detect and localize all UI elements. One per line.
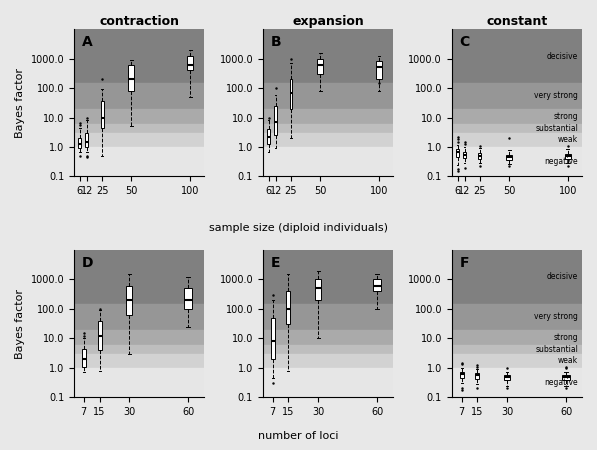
Text: number of loci: number of loci	[259, 431, 338, 441]
Bar	[74, 304, 204, 329]
Text: E: E	[270, 256, 280, 270]
Bar	[74, 147, 204, 176]
PathPatch shape	[463, 152, 466, 158]
PathPatch shape	[315, 279, 321, 300]
Bar	[263, 124, 393, 133]
Bar	[74, 83, 204, 108]
Bar	[452, 147, 582, 176]
Text: F: F	[460, 256, 469, 270]
Bar	[452, 354, 582, 368]
Bar	[452, 304, 582, 329]
Text: substantial: substantial	[536, 345, 578, 354]
PathPatch shape	[267, 129, 270, 144]
Text: strong: strong	[553, 333, 578, 342]
Text: very strong: very strong	[534, 312, 578, 321]
PathPatch shape	[270, 318, 275, 359]
Text: strong: strong	[553, 112, 578, 121]
Text: weak: weak	[558, 135, 578, 144]
Bar	[74, 250, 204, 304]
PathPatch shape	[373, 279, 381, 291]
Text: very strong: very strong	[534, 91, 578, 100]
Text: B: B	[270, 35, 281, 49]
PathPatch shape	[78, 138, 81, 148]
Text: A: A	[82, 35, 93, 49]
PathPatch shape	[97, 321, 101, 350]
PathPatch shape	[287, 291, 291, 324]
Bar	[263, 368, 393, 397]
Y-axis label: Bayes factor: Bayes factor	[15, 288, 25, 359]
Bar	[74, 124, 204, 133]
Bar	[452, 329, 582, 345]
Bar	[263, 147, 393, 176]
Bar	[452, 345, 582, 354]
Title: expansion: expansion	[292, 15, 364, 28]
Bar	[263, 250, 393, 304]
Text: C: C	[460, 35, 470, 49]
PathPatch shape	[456, 149, 459, 157]
PathPatch shape	[565, 154, 571, 159]
Bar	[263, 345, 393, 354]
Bar	[452, 133, 582, 147]
Bar	[74, 345, 204, 354]
Y-axis label: Bayes factor: Bayes factor	[15, 68, 25, 138]
Text: D: D	[82, 256, 93, 270]
Text: decisive: decisive	[547, 51, 578, 60]
Bar	[452, 250, 582, 304]
PathPatch shape	[318, 58, 323, 74]
PathPatch shape	[184, 288, 192, 309]
PathPatch shape	[506, 155, 512, 160]
Bar	[263, 83, 393, 108]
Bar	[263, 329, 393, 345]
PathPatch shape	[504, 375, 510, 380]
PathPatch shape	[128, 65, 134, 91]
PathPatch shape	[85, 133, 88, 147]
Text: substantial: substantial	[536, 124, 578, 133]
Bar	[263, 108, 393, 124]
Bar	[74, 354, 204, 368]
Bar	[452, 124, 582, 133]
Text: decisive: decisive	[547, 272, 578, 281]
Bar	[74, 29, 204, 83]
Bar	[74, 133, 204, 147]
PathPatch shape	[290, 79, 293, 108]
PathPatch shape	[460, 372, 463, 378]
Bar	[452, 83, 582, 108]
Text: negative: negative	[544, 378, 578, 387]
PathPatch shape	[562, 375, 570, 380]
Bar	[74, 329, 204, 345]
PathPatch shape	[187, 56, 193, 70]
Bar	[263, 133, 393, 147]
Text: sample size (diploid individuals): sample size (diploid individuals)	[209, 223, 388, 233]
PathPatch shape	[101, 102, 103, 128]
Title: contraction: contraction	[99, 15, 179, 28]
Text: weak: weak	[558, 356, 578, 365]
PathPatch shape	[274, 106, 277, 135]
Bar	[263, 29, 393, 83]
PathPatch shape	[475, 374, 479, 379]
Bar	[74, 368, 204, 397]
PathPatch shape	[82, 349, 86, 367]
PathPatch shape	[376, 62, 382, 79]
Bar	[452, 368, 582, 397]
Bar	[263, 354, 393, 368]
Bar	[74, 108, 204, 124]
Bar	[452, 29, 582, 83]
Bar	[452, 108, 582, 124]
PathPatch shape	[478, 153, 481, 159]
Text: negative: negative	[544, 157, 578, 166]
Bar	[263, 304, 393, 329]
PathPatch shape	[126, 286, 132, 315]
Title: constant: constant	[486, 15, 547, 28]
